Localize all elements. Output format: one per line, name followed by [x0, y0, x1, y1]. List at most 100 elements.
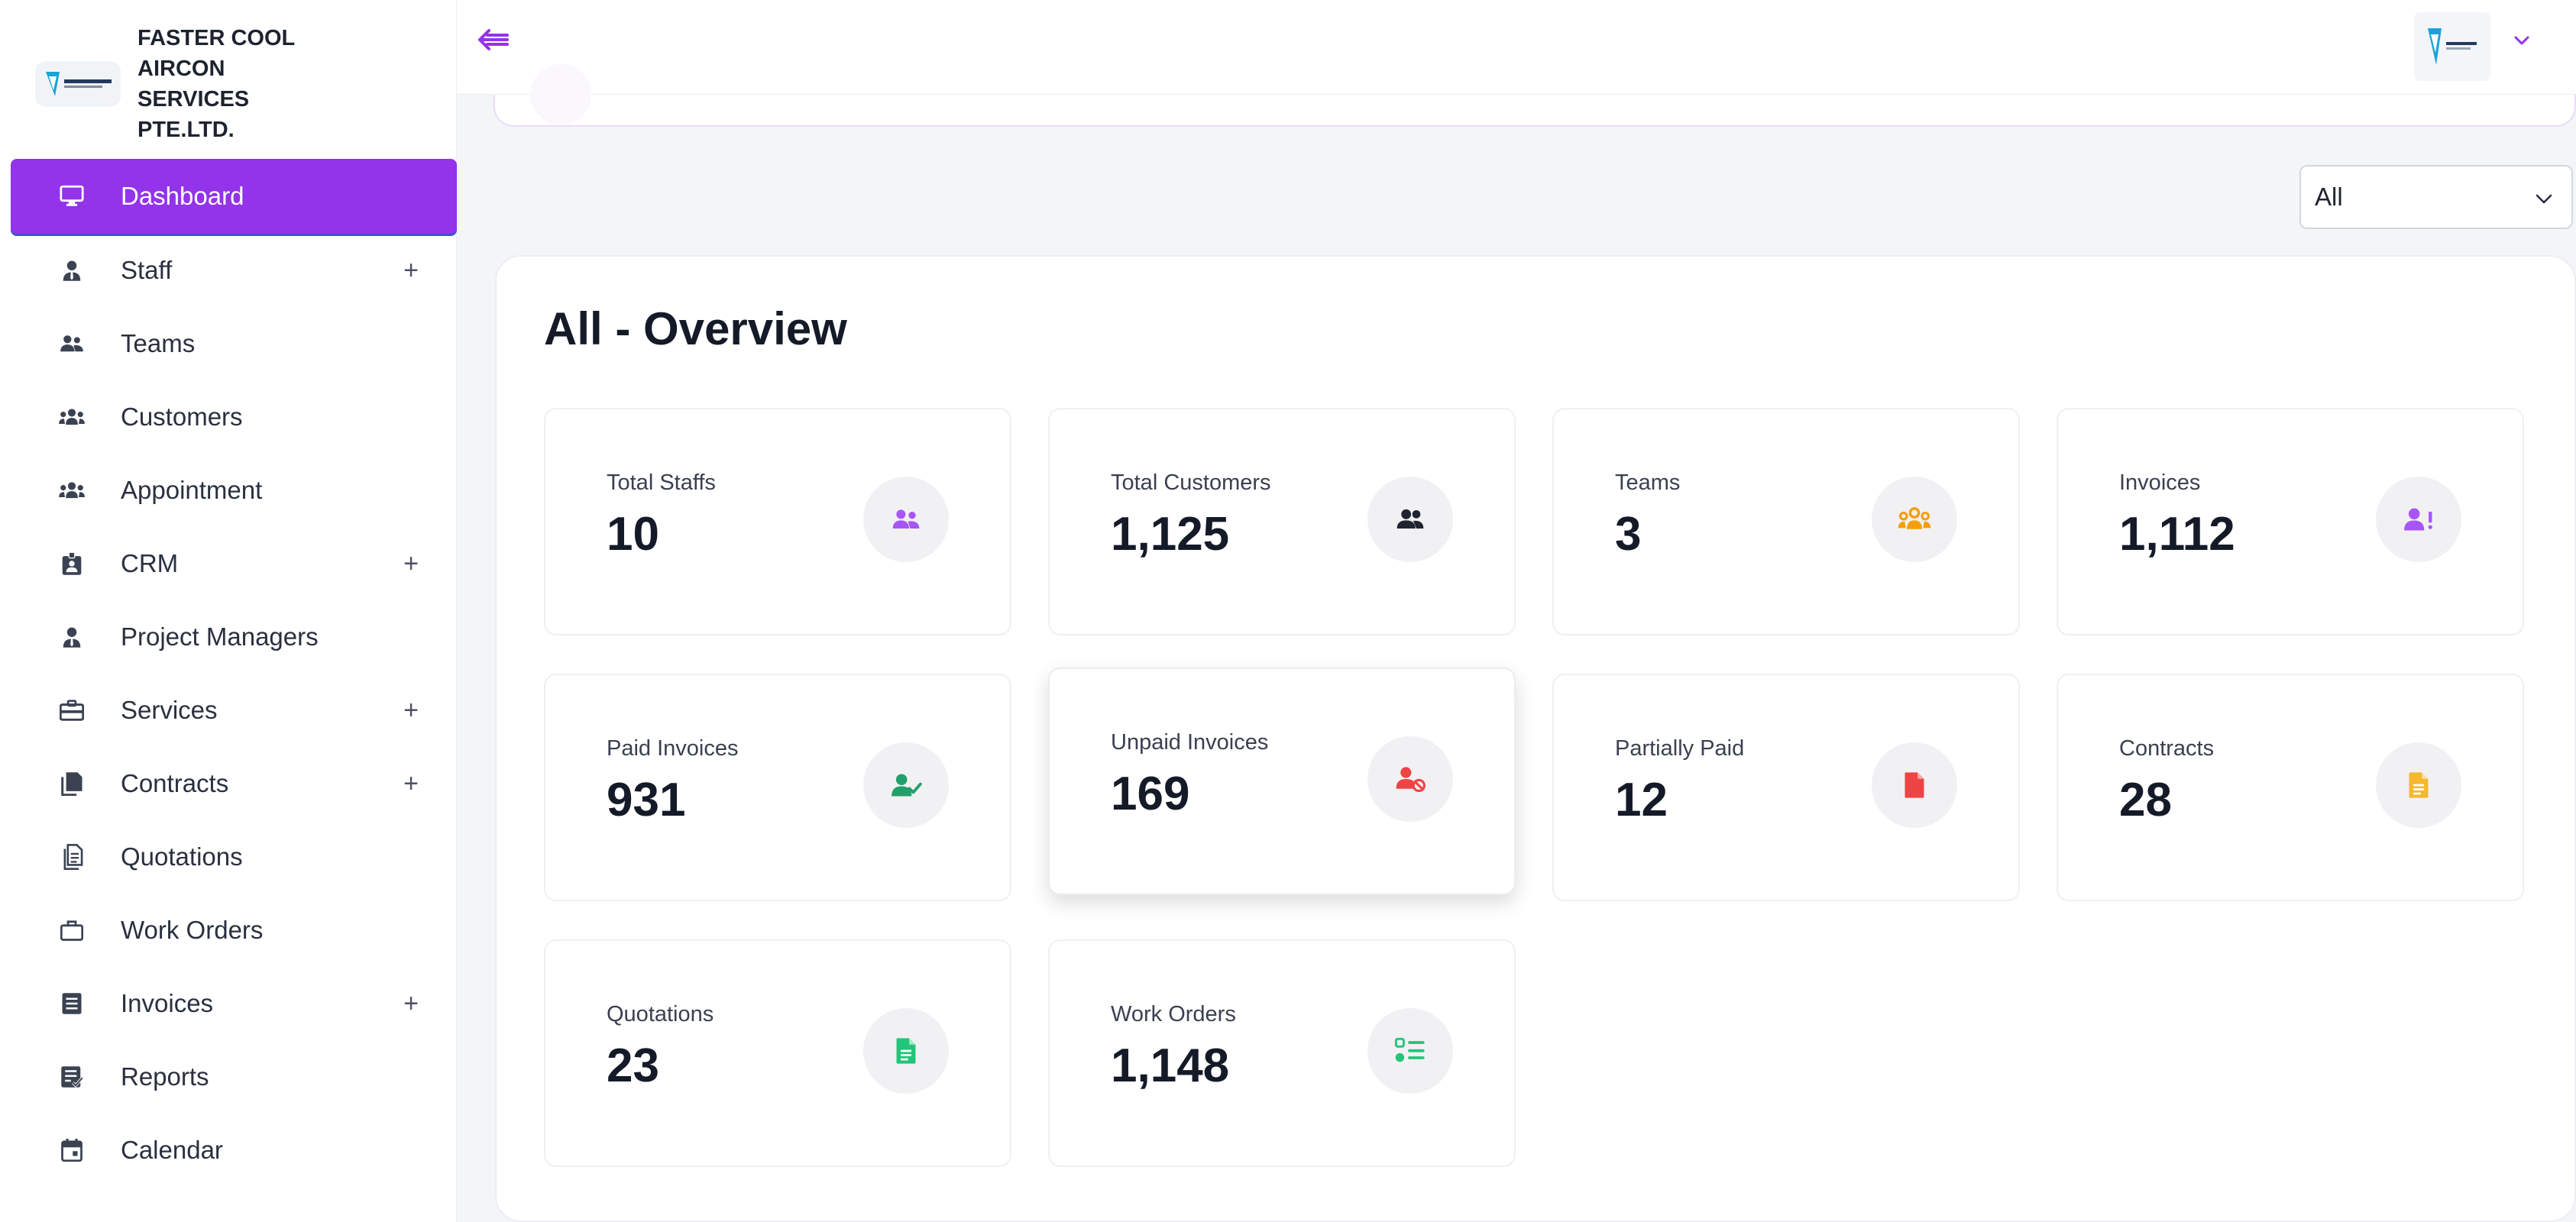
stat-label: Work Orders	[1111, 1002, 1236, 1026]
user-tie-icon	[58, 257, 86, 284]
company-logo[interactable]	[35, 61, 121, 107]
stat-card-contracts[interactable]: Contracts 28	[2057, 674, 2524, 901]
user-tie-icon	[58, 623, 86, 651]
sidebar-item-label: Contracts	[121, 769, 229, 797]
sidebar-nav: Dashboard Staff + Teams Customers Appo	[11, 159, 457, 1187]
user-avatar[interactable]	[2414, 12, 2490, 81]
collapse-arrow-icon	[477, 27, 510, 56]
users-icon	[863, 477, 949, 562]
expand-plus-icon[interactable]: +	[403, 769, 419, 798]
calendar-icon	[58, 1136, 86, 1164]
stat-label: Invoices	[2119, 470, 2201, 495]
sidebar-item-appointment[interactable]: Appointment	[11, 454, 457, 527]
toolbox-icon	[58, 697, 86, 724]
collapse-menu-button[interactable]	[474, 26, 513, 57]
user-group-icon	[58, 403, 86, 431]
file-lines-icon	[58, 843, 86, 871]
stat-card-unpaid-invoices[interactable]: Unpaid Invoices 169	[1048, 668, 1516, 895]
expand-plus-icon[interactable]: +	[403, 256, 419, 285]
chevron-down-icon	[2536, 194, 2552, 204]
user-check-icon	[863, 742, 949, 828]
sidebar-item-project-managers[interactable]: Project Managers	[11, 600, 457, 674]
user-group-icon	[1367, 477, 1453, 562]
sidebar-item-work-orders[interactable]: Work Orders	[11, 894, 457, 967]
stat-label: Total Customers	[1111, 470, 1271, 495]
stat-card-invoices[interactable]: Invoices 1,112	[2057, 408, 2524, 635]
stat-card-teams[interactable]: Teams 3	[1552, 408, 2020, 635]
stat-value: 3	[1615, 508, 1642, 561]
overview-title: All - Overview	[544, 303, 847, 354]
sidebar-item-label: Invoices	[121, 989, 214, 1017]
stat-label: Quotations	[607, 1002, 714, 1026]
stat-card-total-customers[interactable]: Total Customers 1,125	[1048, 408, 1516, 635]
sidebar-item-staff[interactable]: Staff +	[11, 234, 457, 307]
banner-decoration	[530, 64, 591, 125]
stat-card-work-orders[interactable]: Work Orders 1,148	[1048, 939, 1516, 1167]
stat-card-paid-invoices[interactable]: Paid Invoices 931	[544, 674, 1011, 901]
sidebar-item-teams[interactable]: Teams	[11, 307, 457, 380]
stat-label: Total Staffs	[607, 470, 716, 495]
sidebar-item-services[interactable]: Services +	[11, 674, 457, 747]
expand-plus-icon[interactable]: +	[403, 989, 419, 1018]
sidebar-item-reports[interactable]: Reports	[11, 1040, 457, 1114]
stat-label: Paid Invoices	[607, 736, 739, 761]
sidebar-item-dashboard[interactable]: Dashboard	[11, 159, 457, 234]
stat-label: Contracts	[2119, 736, 2215, 761]
users-icon	[58, 330, 86, 357]
company-name: FASTER COOL AIRCON SERVICES PTE.LTD.	[138, 26, 295, 142]
expand-plus-icon[interactable]: +	[403, 549, 419, 578]
sidebar-item-label: Teams	[121, 329, 196, 357]
stat-value: 1,112	[2119, 508, 2235, 561]
sidebar-item-crm[interactable]: CRM +	[11, 527, 457, 600]
sidebar-item-label: Services	[121, 696, 218, 724]
sidebar-item-label: Calendar	[121, 1136, 223, 1164]
sidebar-item-label: Staff	[121, 256, 173, 284]
topbar	[457, 0, 2576, 95]
sidebar-item-label: Quotations	[121, 842, 243, 871]
stat-value: 28	[2119, 774, 2172, 826]
sidebar-item-label: Project Managers	[121, 622, 319, 651]
sidebar-item-label: Dashboard	[121, 182, 244, 210]
list-box-icon	[58, 990, 86, 1017]
sidebar-item-invoices[interactable]: Invoices +	[11, 967, 457, 1040]
file-text-icon	[2376, 742, 2461, 828]
files-icon	[58, 770, 86, 797]
stat-card-total-staffs[interactable]: Total Staffs 10	[544, 408, 1011, 635]
stat-value: 10	[607, 508, 659, 561]
brand: FASTER COOL AIRCON SERVICES PTE.LTD.	[0, 0, 457, 153]
stat-value: 23	[607, 1039, 659, 1092]
briefcase-icon	[58, 916, 86, 944]
sidebar-item-quotations[interactable]: Quotations	[11, 820, 457, 894]
stat-card-quotations[interactable]: Quotations 23	[544, 939, 1011, 1167]
file-text-icon	[863, 1008, 949, 1094]
filter-selected-value: All	[2315, 183, 2343, 211]
stat-label: Partially Paid	[1615, 736, 1745, 761]
sidebar: FASTER COOL AIRCON SERVICES PTE.LTD. Das…	[0, 0, 457, 1222]
user-exclamation-icon	[2376, 477, 2461, 562]
stat-card-partially-paid[interactable]: Partially Paid 12	[1552, 674, 2020, 901]
file-icon	[1872, 742, 1957, 828]
sidebar-item-contracts[interactable]: Contracts +	[11, 747, 457, 820]
header-banner-edge	[494, 64, 2576, 127]
sidebar-item-calendar[interactable]: Calendar	[11, 1114, 457, 1187]
monitor-icon	[58, 183, 86, 210]
stat-label: Teams	[1615, 470, 1681, 495]
stat-value: 931	[607, 774, 686, 826]
list-check-icon	[1367, 1008, 1453, 1094]
expand-plus-icon[interactable]: +	[403, 696, 419, 725]
sidebar-item-customers[interactable]: Customers	[11, 380, 457, 454]
report-icon	[58, 1063, 86, 1091]
stat-value: 169	[1111, 768, 1190, 820]
user-slash-icon	[1367, 736, 1453, 822]
overview-panel: All - Overview Total Staffs 10 Total Cus…	[495, 255, 2576, 1222]
stat-value: 1,148	[1111, 1039, 1230, 1092]
sidebar-item-label: Reports	[121, 1062, 209, 1091]
user-group-icon	[58, 477, 86, 504]
sidebar-item-label: CRM	[121, 549, 179, 577]
sidebar-item-label: Work Orders	[121, 916, 264, 944]
stat-value: 12	[1615, 774, 1668, 826]
people-group-icon	[1872, 477, 1957, 562]
stat-label: Unpaid Invoices	[1111, 730, 1269, 755]
user-menu-chevron-icon[interactable]	[2510, 29, 2533, 52]
overview-filter-select[interactable]: All	[2299, 165, 2573, 229]
